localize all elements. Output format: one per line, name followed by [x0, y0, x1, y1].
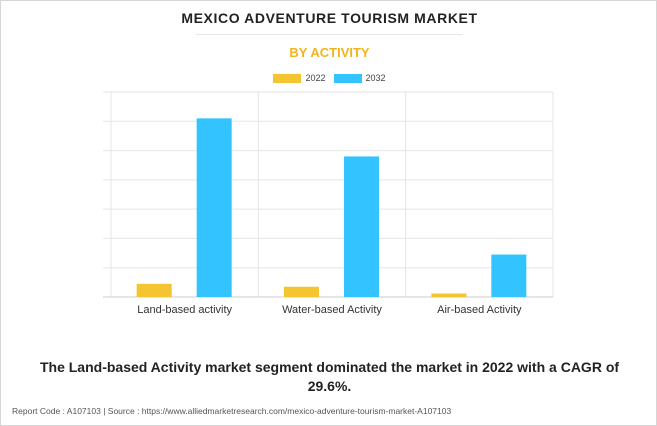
bar-chart: Land-based activity Water-based Activity A… [103, 91, 554, 316]
legend-label-2022: 2022 [305, 73, 326, 83]
legend-item-2032[interactable]: 2032 [333, 73, 386, 83]
bar-2022-3 [431, 293, 467, 297]
bar-2022-1 [136, 283, 172, 297]
bar-2022-2 [284, 286, 319, 297]
x-tick-label: Land-based activity [137, 304, 232, 316]
legend-swatch-2032 [333, 73, 362, 83]
legend-item-2022[interactable]: 2022 [273, 73, 326, 83]
title-divider [196, 34, 463, 35]
legend: 2022 2032 [1, 73, 657, 83]
legend-swatch-2022 [273, 73, 302, 83]
bar-2032-1 [196, 118, 232, 297]
chart-title: MEXICO ADVENTURE TOURISM MARKET [181, 10, 478, 26]
x-tick-label: Air-based Activity [437, 304, 522, 316]
x-tick-label: Water-based Activity [282, 304, 382, 316]
source-line: Report Code : A107103 | Source : https:/… [12, 406, 452, 416]
bar-2032-2 [344, 156, 379, 297]
bar-2032-3 [491, 254, 527, 297]
chart-subtitle: BY ACTIVITY [289, 45, 370, 60]
legend-label-2032: 2032 [365, 73, 386, 83]
chart-footnote: The Land-based Activity market segment d… [39, 359, 620, 394]
